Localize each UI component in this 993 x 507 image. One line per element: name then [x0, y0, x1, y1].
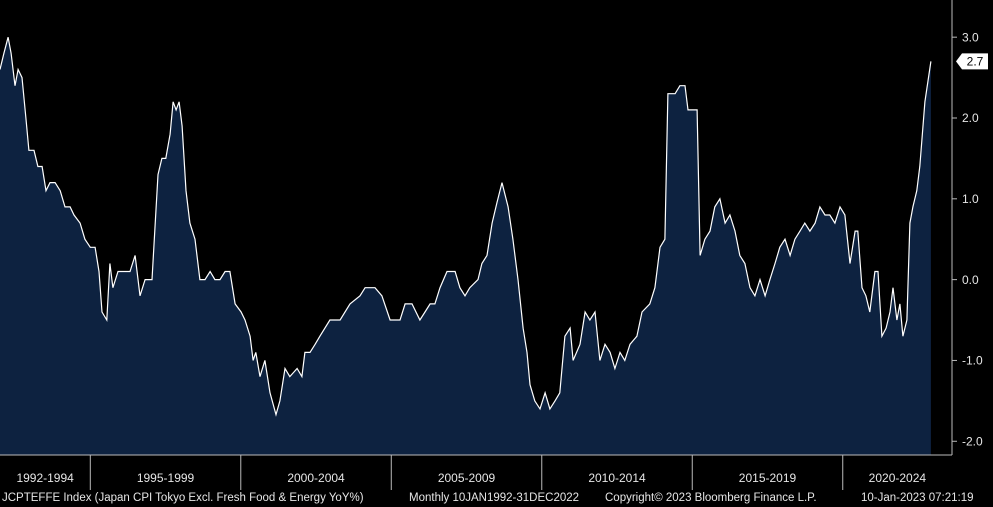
x-tick-label: 1995-1999	[137, 471, 195, 485]
area	[0, 37, 931, 455]
footer-text: Monthly 10JAN1992-31DEC2022	[409, 492, 579, 504]
x-tick-label: 2000-2004	[287, 471, 345, 485]
last-value-label: 2.7	[967, 55, 984, 69]
y-tick-label: 0.0	[962, 273, 979, 287]
x-tick-label: 2005-2009	[438, 471, 496, 485]
footer-text: 10-Jan-2023 07:21:19	[861, 492, 974, 504]
footer-text: Copyright© 2023 Bloomberg Finance L.P.	[605, 492, 817, 504]
x-tick-label: 2010-2014	[588, 471, 646, 485]
x-tick-label: 1992-1994	[16, 471, 74, 485]
x-tick-label: 2020-2024	[869, 471, 927, 485]
y-tick-label: 3.0	[962, 30, 979, 44]
line	[0, 37, 932, 417]
y-tick-label: 1.0	[962, 192, 979, 206]
x-tick-label: 2015-2019	[739, 471, 797, 485]
y-tick-label: 2.0	[962, 111, 979, 125]
y-tick-label: -2.0	[962, 434, 983, 448]
last-value-badge	[956, 53, 988, 70]
y-tick-label: -1.0	[962, 354, 983, 368]
footer-text: JCPTEFFE Index (Japan CPI Tokyo Excl. Fr…	[2, 492, 364, 504]
